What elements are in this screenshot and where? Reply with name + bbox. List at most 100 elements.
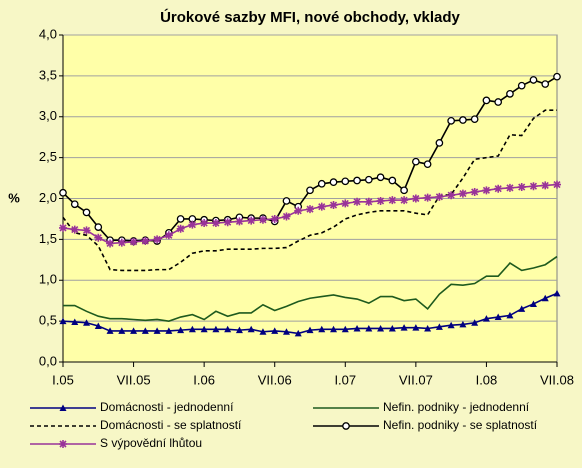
marker	[377, 324, 385, 332]
marker	[505, 183, 514, 192]
marker	[482, 186, 491, 195]
marker	[388, 176, 397, 185]
marker	[553, 180, 561, 189]
marker	[118, 327, 126, 334]
marker	[541, 181, 550, 190]
x-tick-label: VII.08	[540, 372, 574, 387]
legend-label: Nefin. podniky - se splatností	[383, 418, 538, 432]
marker	[518, 305, 526, 312]
marker	[82, 226, 91, 235]
marker	[459, 116, 467, 124]
marker	[129, 237, 138, 246]
marker	[317, 202, 326, 211]
marker	[376, 196, 385, 205]
marker	[412, 324, 420, 331]
marker	[282, 328, 290, 335]
legend-label: Domácnosti - jednodenní	[100, 400, 234, 414]
marker	[258, 215, 267, 224]
marker	[341, 177, 350, 186]
marker	[70, 225, 79, 234]
marker	[435, 139, 444, 147]
marker	[341, 325, 349, 333]
marker	[164, 231, 173, 240]
marker	[423, 160, 432, 169]
marker	[153, 235, 162, 244]
x-tick-label: I.06	[193, 372, 215, 387]
marker	[223, 218, 232, 227]
marker	[400, 324, 408, 331]
marker	[553, 72, 561, 81]
marker	[82, 208, 91, 217]
marker	[117, 238, 126, 247]
marker	[177, 326, 185, 334]
marker	[200, 219, 209, 228]
marker	[400, 186, 408, 195]
marker	[376, 173, 385, 182]
marker	[423, 193, 432, 202]
chart-title: Úrokové sazby MFI, nové obchody, vklady	[160, 8, 460, 26]
marker	[470, 187, 479, 196]
marker	[435, 192, 444, 201]
marker	[517, 81, 526, 90]
y-tick-label: 3,0	[39, 108, 57, 123]
legend-label: Domácnosti - se splatností	[100, 418, 242, 432]
marker	[353, 324, 361, 332]
marker	[130, 327, 138, 334]
marker	[388, 324, 396, 332]
marker	[94, 322, 102, 330]
marker	[294, 206, 303, 215]
marker	[364, 175, 373, 184]
marker	[541, 294, 549, 302]
y-tick-label: 2,5	[39, 149, 57, 164]
x-tick-label: I.08	[476, 372, 498, 387]
marker	[506, 311, 514, 319]
marker	[176, 224, 185, 233]
marker	[200, 325, 208, 333]
marker	[388, 196, 397, 205]
series-line	[62, 109, 557, 272]
marker	[529, 182, 538, 191]
marker	[553, 289, 561, 297]
marker	[188, 220, 197, 229]
marker	[329, 201, 338, 210]
legend-marker	[342, 422, 350, 430]
marker	[235, 217, 244, 226]
y-tick-label: 1,0	[39, 272, 57, 287]
marker	[83, 319, 91, 326]
marker	[447, 321, 455, 329]
marker	[447, 116, 455, 125]
marker	[541, 80, 550, 88]
marker	[224, 325, 232, 333]
marker	[364, 197, 373, 206]
marker	[259, 328, 267, 335]
y-tick-label: 0,5	[39, 313, 57, 328]
y-tick-label: 4,0	[39, 26, 57, 41]
marker	[306, 326, 314, 334]
marker	[412, 157, 420, 166]
marker	[176, 215, 185, 223]
marker	[165, 327, 173, 334]
marker	[59, 223, 67, 232]
marker	[330, 325, 338, 333]
legend-marker	[59, 404, 67, 411]
y-tick-label: 2,0	[39, 190, 57, 205]
marker	[94, 223, 103, 231]
legend-label: Nefin. podniky - jednodenní	[383, 400, 530, 414]
marker	[94, 233, 103, 242]
marker	[153, 327, 161, 334]
marker	[247, 216, 256, 225]
x-tick-label: VII.06	[258, 372, 292, 387]
marker	[447, 191, 456, 200]
marker	[482, 96, 491, 105]
y-tick-label: 0,0	[39, 353, 57, 368]
x-tick-label: I.07	[334, 372, 356, 387]
marker	[71, 318, 79, 325]
legend-label: S výpovědní lhůtou	[100, 436, 202, 450]
marker	[270, 214, 279, 223]
marker	[329, 178, 338, 186]
marker	[459, 320, 467, 328]
marker	[271, 327, 279, 334]
marker	[529, 300, 537, 307]
x-tick-label: VII.07	[399, 372, 433, 387]
marker	[353, 197, 362, 206]
